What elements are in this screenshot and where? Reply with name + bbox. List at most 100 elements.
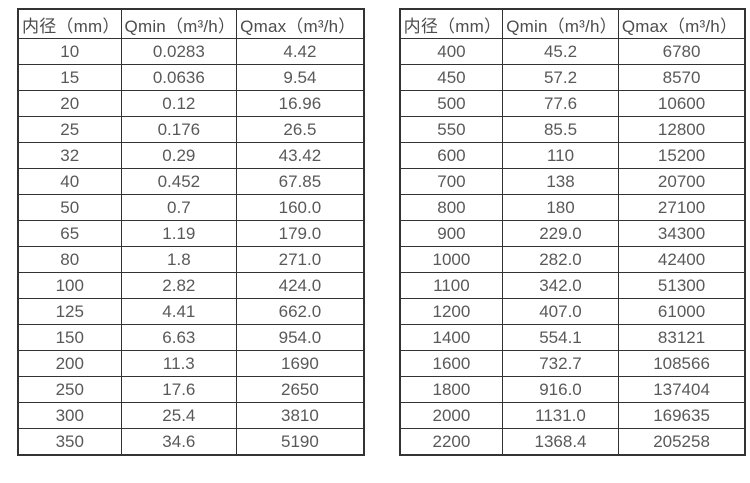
- qmax-cell: 15200: [617, 142, 746, 169]
- qmax-cell: 16.96: [236, 90, 365, 117]
- table-header: 内径（mm） Qmin（m³/h） Qmax（m³/h）: [399, 8, 746, 39]
- qmin-cell: 0.176: [120, 116, 238, 143]
- column-header-1: Qmin（m³/h）: [502, 8, 619, 39]
- table-row: 900 229.0 34300: [399, 220, 746, 247]
- header-row: 内径（mm） Qmin（m³/h） Qmax（m³/h）: [17, 8, 365, 39]
- diameter-cell: 350: [17, 428, 122, 456]
- diameter-cell: 450: [399, 64, 504, 91]
- qmax-cell: 34300: [617, 220, 746, 247]
- diameter-cell: 200: [17, 350, 122, 377]
- qmin-cell: 229.0: [502, 220, 619, 247]
- diameter-cell: 1800: [399, 376, 504, 403]
- diameter-cell: 700: [399, 168, 504, 195]
- table-row: 1400 554.1 83121: [399, 324, 746, 351]
- diameter-cell: 300: [17, 402, 122, 429]
- qmax-cell: 662.0: [236, 298, 365, 325]
- qmax-cell: 1690: [236, 350, 365, 377]
- table-row: 550 85.5 12800: [399, 116, 746, 143]
- table-body: 400 45.2 6780 450 57.2 8570 500 77.6 10600 550 85.…: [399, 38, 746, 456]
- qmax-cell: 424.0: [236, 272, 365, 299]
- qmax-cell: 160.0: [236, 194, 365, 221]
- diameter-cell: 1400: [399, 324, 504, 351]
- diameter-cell: 65: [17, 220, 122, 247]
- qmin-cell: 2.82: [120, 272, 238, 299]
- diameter-cell: 2000: [399, 402, 504, 429]
- column-header-2: Qmax（m³/h）: [236, 8, 365, 39]
- qmax-cell: 12800: [617, 116, 746, 143]
- table-row: 1600 732.7 108566: [399, 350, 746, 377]
- diameter-cell: 1200: [399, 298, 504, 325]
- diameter-cell: 40: [17, 168, 122, 195]
- table-row: 250 17.6 2650: [17, 376, 365, 403]
- table-row: 1000 282.0 42400: [399, 246, 746, 273]
- qmin-cell: 0.7: [120, 194, 238, 221]
- qmax-cell: 271.0: [236, 246, 365, 273]
- column-header-2: Qmax（m³/h）: [617, 8, 746, 39]
- diameter-cell: 10: [17, 38, 122, 65]
- qmax-cell: 5190: [236, 428, 365, 456]
- qmin-cell: 180: [502, 194, 619, 221]
- table-row: 80 1.8 271.0: [17, 246, 365, 273]
- diameter-cell: 32: [17, 142, 122, 169]
- table-row: 600 110 15200: [399, 142, 746, 169]
- table-row: 50 0.7 160.0: [17, 194, 365, 221]
- flow-table-small-diameters: 内径（mm） Qmin（m³/h） Qmax（m³/h） 10 0.0283 4.42 1…: [17, 8, 365, 456]
- qmin-cell: 11.3: [120, 350, 238, 377]
- table-row: 40 0.452 67.85: [17, 168, 365, 195]
- qmax-cell: 954.0: [236, 324, 365, 351]
- qmax-cell: 6780: [617, 38, 746, 65]
- table-row: 65 1.19 179.0: [17, 220, 365, 247]
- qmin-cell: 1131.0: [502, 402, 619, 429]
- table-row: 25 0.176 26.5: [17, 116, 365, 143]
- qmin-cell: 1.19: [120, 220, 238, 247]
- table-row: 100 2.82 424.0: [17, 272, 365, 299]
- table-row: 1200 407.0 61000: [399, 298, 746, 325]
- diameter-cell: 1600: [399, 350, 504, 377]
- qmin-cell: 17.6: [120, 376, 238, 403]
- qmax-cell: 20700: [617, 168, 746, 195]
- qmax-cell: 51300: [617, 272, 746, 299]
- diameter-cell: 500: [399, 90, 504, 117]
- table-body: 10 0.0283 4.42 15 0.0636 9.54 20 0.12 16.96 25 0.1…: [17, 38, 365, 456]
- diameter-cell: 250: [17, 376, 122, 403]
- qmax-cell: 137404: [617, 376, 746, 403]
- table-row: 800 180 27100: [399, 194, 746, 221]
- table-row: 32 0.29 43.42: [17, 142, 365, 169]
- column-header-0: 内径（mm）: [399, 8, 504, 39]
- qmin-cell: 1368.4: [502, 428, 619, 456]
- header-row: 内径（mm） Qmin（m³/h） Qmax（m³/h）: [399, 8, 746, 39]
- diameter-cell: 900: [399, 220, 504, 247]
- table-row: 2200 1368.4 205258: [399, 428, 746, 456]
- qmax-cell: 9.54: [236, 64, 365, 91]
- qmin-cell: 407.0: [502, 298, 619, 325]
- qmax-cell: 2650: [236, 376, 365, 403]
- flow-rate-tables-container: 内径（mm） Qmin（m³/h） Qmax（m³/h） 10 0.0283 4.42 1…: [17, 8, 747, 456]
- qmin-cell: 342.0: [502, 272, 619, 299]
- table-row: 150 6.63 954.0: [17, 324, 365, 351]
- diameter-cell: 1100: [399, 272, 504, 299]
- table-row: 500 77.6 10600: [399, 90, 746, 117]
- qmax-cell: 10600: [617, 90, 746, 117]
- qmin-cell: 1.8: [120, 246, 238, 273]
- qmax-cell: 42400: [617, 246, 746, 273]
- table-row: 400 45.2 6780: [399, 38, 746, 65]
- qmin-cell: 0.12: [120, 90, 238, 117]
- qmin-cell: 85.5: [502, 116, 619, 143]
- qmin-cell: 554.1: [502, 324, 619, 351]
- qmax-cell: 205258: [617, 428, 746, 456]
- qmin-cell: 0.452: [120, 168, 238, 195]
- qmin-cell: 6.63: [120, 324, 238, 351]
- qmax-cell: 3810: [236, 402, 365, 429]
- qmin-cell: 0.29: [120, 142, 238, 169]
- diameter-cell: 600: [399, 142, 504, 169]
- table-row: 10 0.0283 4.42: [17, 38, 365, 65]
- qmin-cell: 916.0: [502, 376, 619, 403]
- flow-table-large-diameters: 内径（mm） Qmin（m³/h） Qmax（m³/h） 400 45.2 6780 45…: [398, 8, 747, 456]
- table-row: 125 4.41 662.0: [17, 298, 365, 325]
- diameter-cell: 550: [399, 116, 504, 143]
- qmax-cell: 108566: [617, 350, 746, 377]
- table-row: 20 0.12 16.96: [17, 90, 365, 117]
- diameter-cell: 25: [17, 116, 122, 143]
- qmax-cell: 27100: [617, 194, 746, 221]
- table-row: 2000 1131.0 169635: [399, 402, 746, 429]
